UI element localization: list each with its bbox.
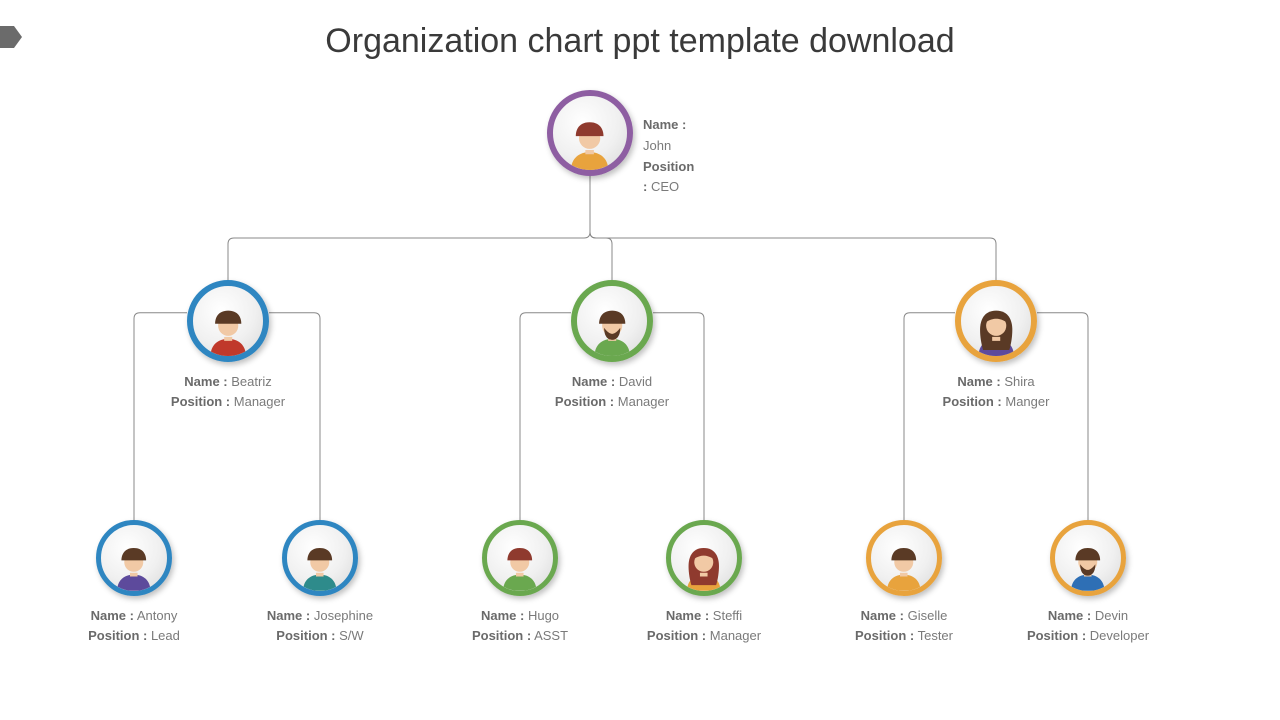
name-value: David	[619, 374, 652, 389]
position-label: Position :	[472, 628, 531, 643]
name-value: Shira	[1004, 374, 1034, 389]
name-label: Name :	[666, 608, 709, 623]
position-label: Position :	[943, 394, 1002, 409]
position-value: Manager	[234, 394, 285, 409]
position-value: Manager	[710, 628, 761, 643]
node-label: Name : BeatrizPosition : Manager	[138, 372, 318, 411]
position-label: Position :	[855, 628, 914, 643]
org-node-l22: Name : Steffi Position : Manager	[614, 520, 794, 645]
position-value: Manager	[618, 394, 669, 409]
position-value: Manger	[1005, 394, 1049, 409]
name-label: Name :	[1048, 608, 1091, 623]
position-label: Position :	[1027, 628, 1086, 643]
node-label: Name : ShiraPosition : Manger	[906, 372, 1086, 411]
avatar	[187, 280, 269, 362]
name-label: Name :	[572, 374, 615, 389]
position-label: Position :	[647, 628, 706, 643]
name-value: John	[643, 138, 671, 153]
avatar-ring	[866, 520, 942, 596]
avatar-ring	[482, 520, 558, 596]
node-label: Name : Giselle Position : Tester	[814, 606, 994, 645]
name-label: Name :	[643, 117, 686, 132]
org-node-mgr2: Name : David Position : Manager	[522, 280, 702, 411]
avatar	[482, 520, 558, 596]
avatar	[1050, 520, 1126, 596]
node-label: Name : JohnPosition : CEO	[643, 115, 694, 198]
avatar-ring	[955, 280, 1037, 362]
position-value: S/W	[339, 628, 364, 643]
org-node-l32: Name : Devin Position : Developer	[998, 520, 1178, 645]
position-value: Tester	[918, 628, 953, 643]
position-label: Position :	[171, 394, 230, 409]
position-label: Position :	[88, 628, 147, 643]
position-value: Lead	[151, 628, 180, 643]
position-value: Developer	[1090, 628, 1149, 643]
avatar	[666, 520, 742, 596]
name-value: Antony	[137, 608, 177, 623]
position-label: Position :	[555, 394, 614, 409]
page-title: Organization chart ppt template download	[0, 22, 1280, 61]
position-value: CEO	[651, 179, 679, 194]
avatar	[547, 90, 633, 176]
avatar-ring	[547, 90, 633, 176]
name-label: Name :	[481, 608, 524, 623]
org-node-l21: Name : Hugo Position : ASST	[430, 520, 610, 645]
avatar-ring	[1050, 520, 1126, 596]
avatar-ring	[571, 280, 653, 362]
name-label: Name :	[957, 374, 1000, 389]
node-label: Name : Devin Position : Developer	[998, 606, 1178, 645]
position-value: ASST	[534, 628, 568, 643]
org-node-l12: Name : Josephine Position : S/W	[230, 520, 410, 645]
avatar	[282, 520, 358, 596]
name-value: Hugo	[528, 608, 559, 623]
name-value: Josephine	[314, 608, 373, 623]
name-label: Name :	[91, 608, 134, 623]
name-label: Name :	[184, 374, 227, 389]
node-label: Name : Hugo Position : ASST	[430, 606, 610, 645]
avatar	[955, 280, 1037, 362]
avatar-ring	[187, 280, 269, 362]
avatar-ring	[282, 520, 358, 596]
name-value: Giselle	[908, 608, 948, 623]
org-node-l31: Name : Giselle Position : Tester	[814, 520, 994, 645]
node-label: Name : David Position : Manager	[522, 372, 702, 411]
position-label: Position :	[276, 628, 335, 643]
org-node-l11: Name : Antony Position : Lead	[44, 520, 224, 645]
name-value: Steffi	[713, 608, 742, 623]
avatar-ring	[96, 520, 172, 596]
org-node-mgr1: Name : BeatrizPosition : Manager	[138, 280, 318, 411]
node-label: Name : Josephine Position : S/W	[230, 606, 410, 645]
name-value: Devin	[1095, 608, 1128, 623]
node-label: Name : Antony Position : Lead	[44, 606, 224, 645]
name-label: Name :	[267, 608, 310, 623]
avatar	[96, 520, 172, 596]
avatar	[571, 280, 653, 362]
org-node-mgr3: Name : ShiraPosition : Manger	[906, 280, 1086, 411]
name-label: Name :	[861, 608, 904, 623]
avatar-ring	[666, 520, 742, 596]
avatar	[866, 520, 942, 596]
node-label: Name : Steffi Position : Manager	[614, 606, 794, 645]
org-node-ceo: Name : JohnPosition : CEO	[500, 90, 680, 176]
name-value: Beatriz	[231, 374, 271, 389]
